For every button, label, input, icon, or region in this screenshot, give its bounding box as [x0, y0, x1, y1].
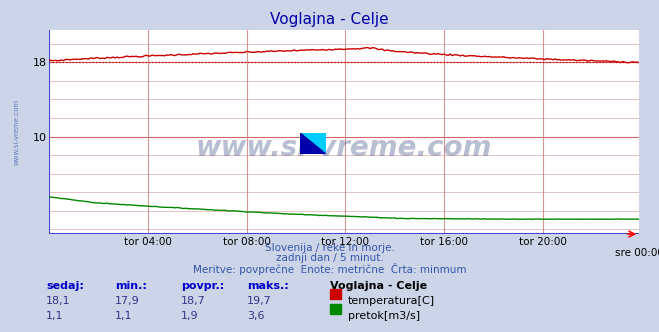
- Text: sedaj:: sedaj:: [46, 281, 84, 290]
- Text: Voglajna - Celje: Voglajna - Celje: [270, 12, 389, 27]
- Text: Meritve: povprečne  Enote: metrične  Črta: minmum: Meritve: povprečne Enote: metrične Črta:…: [192, 263, 467, 275]
- Text: Slovenija / reke in morje.: Slovenija / reke in morje.: [264, 243, 395, 253]
- Text: www.si-vreme.com: www.si-vreme.com: [14, 99, 20, 165]
- Text: pretok[m3/s]: pretok[m3/s]: [348, 311, 420, 321]
- Bar: [300, 143, 313, 154]
- Text: 19,7: 19,7: [247, 296, 272, 306]
- Text: Voglajna - Celje: Voglajna - Celje: [330, 281, 426, 290]
- Text: temperatura[C]: temperatura[C]: [348, 296, 435, 306]
- Text: 1,1: 1,1: [115, 311, 133, 321]
- Polygon shape: [300, 133, 326, 154]
- Bar: [313, 133, 326, 143]
- Text: 1,1: 1,1: [46, 311, 64, 321]
- Text: 3,6: 3,6: [247, 311, 265, 321]
- Text: povpr.:: povpr.:: [181, 281, 225, 290]
- Text: maks.:: maks.:: [247, 281, 289, 290]
- Polygon shape: [300, 133, 326, 154]
- Text: 17,9: 17,9: [115, 296, 140, 306]
- Bar: [313, 143, 326, 154]
- Text: sre 00:00: sre 00:00: [615, 248, 659, 258]
- Text: zadnji dan / 5 minut.: zadnji dan / 5 minut.: [275, 253, 384, 263]
- Text: min.:: min.:: [115, 281, 147, 290]
- Text: 18,7: 18,7: [181, 296, 206, 306]
- Text: www.si-vreme.com: www.si-vreme.com: [196, 134, 492, 162]
- Bar: [300, 133, 313, 143]
- Text: 1,9: 1,9: [181, 311, 199, 321]
- Text: 18,1: 18,1: [46, 296, 71, 306]
- Polygon shape: [300, 133, 326, 154]
